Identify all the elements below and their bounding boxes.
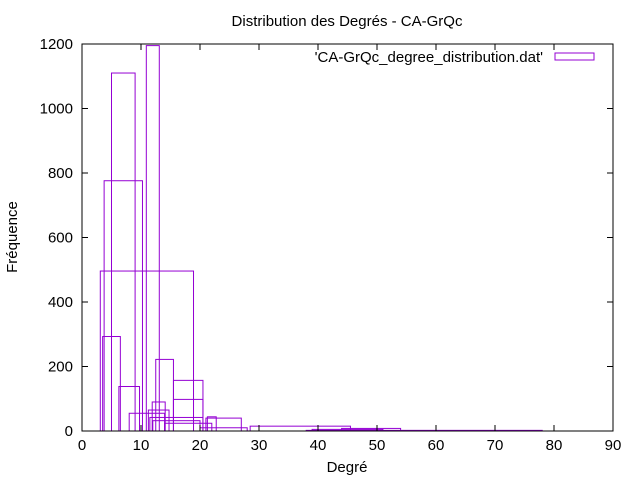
- y-tick-label-400: 400: [48, 294, 73, 311]
- histogram-box-7: [151, 401, 166, 432]
- y-tick-label-200: 200: [48, 359, 73, 376]
- x-tick-label-40: 40: [310, 437, 327, 454]
- histogram-box-6: [145, 45, 160, 432]
- y-tick-label-1200: 1200: [40, 36, 73, 53]
- histogram-box-12: [149, 416, 204, 432]
- histogram-box-5: [99, 270, 195, 432]
- y-tick-label-1000: 1000: [40, 101, 73, 118]
- plot-frame: [81, 43, 614, 432]
- x-tick-label-80: 80: [546, 437, 563, 454]
- y-tick-label-0: 0: [65, 423, 73, 440]
- histogram-box-1: [111, 72, 136, 432]
- x-tick-label-60: 60: [428, 437, 445, 454]
- ticks-layer: 0 10 20 30 40 50 60 70 80 90 0 200 400 600 800 1000 1200: [40, 36, 622, 454]
- x-tick-label-70: 70: [487, 437, 504, 454]
- bars-layer: [99, 45, 543, 432]
- x-tick-label-90: 90: [605, 437, 622, 454]
- x-tick-label-30: 30: [251, 437, 268, 454]
- legend-swatch: [554, 52, 595, 61]
- x-tick-label-50: 50: [369, 437, 386, 454]
- x-tick-label-10: 10: [133, 437, 150, 454]
- y-tick-label-600: 600: [48, 230, 73, 247]
- histogram-box-13: [152, 420, 201, 432]
- legend: 'CA-GrQc_degree_distribution.dat': [315, 49, 595, 66]
- y-tick-label-800: 800: [48, 165, 73, 182]
- histogram-box-15: [205, 417, 242, 432]
- chart-title: Distribution des Degrés - CA-GrQc: [232, 13, 463, 30]
- x-axis-label: Degré: [327, 459, 368, 476]
- legend-label: 'CA-GrQc_degree_distribution.dat': [315, 49, 543, 66]
- histogram-box-2: [103, 180, 143, 432]
- x-tick-label-0: 0: [78, 437, 86, 454]
- histogram-box-11: [172, 398, 204, 432]
- histogram-box-16: [164, 422, 213, 432]
- x-tick-label-20: 20: [192, 437, 209, 454]
- y-axis-label: Fréquence: [4, 201, 21, 273]
